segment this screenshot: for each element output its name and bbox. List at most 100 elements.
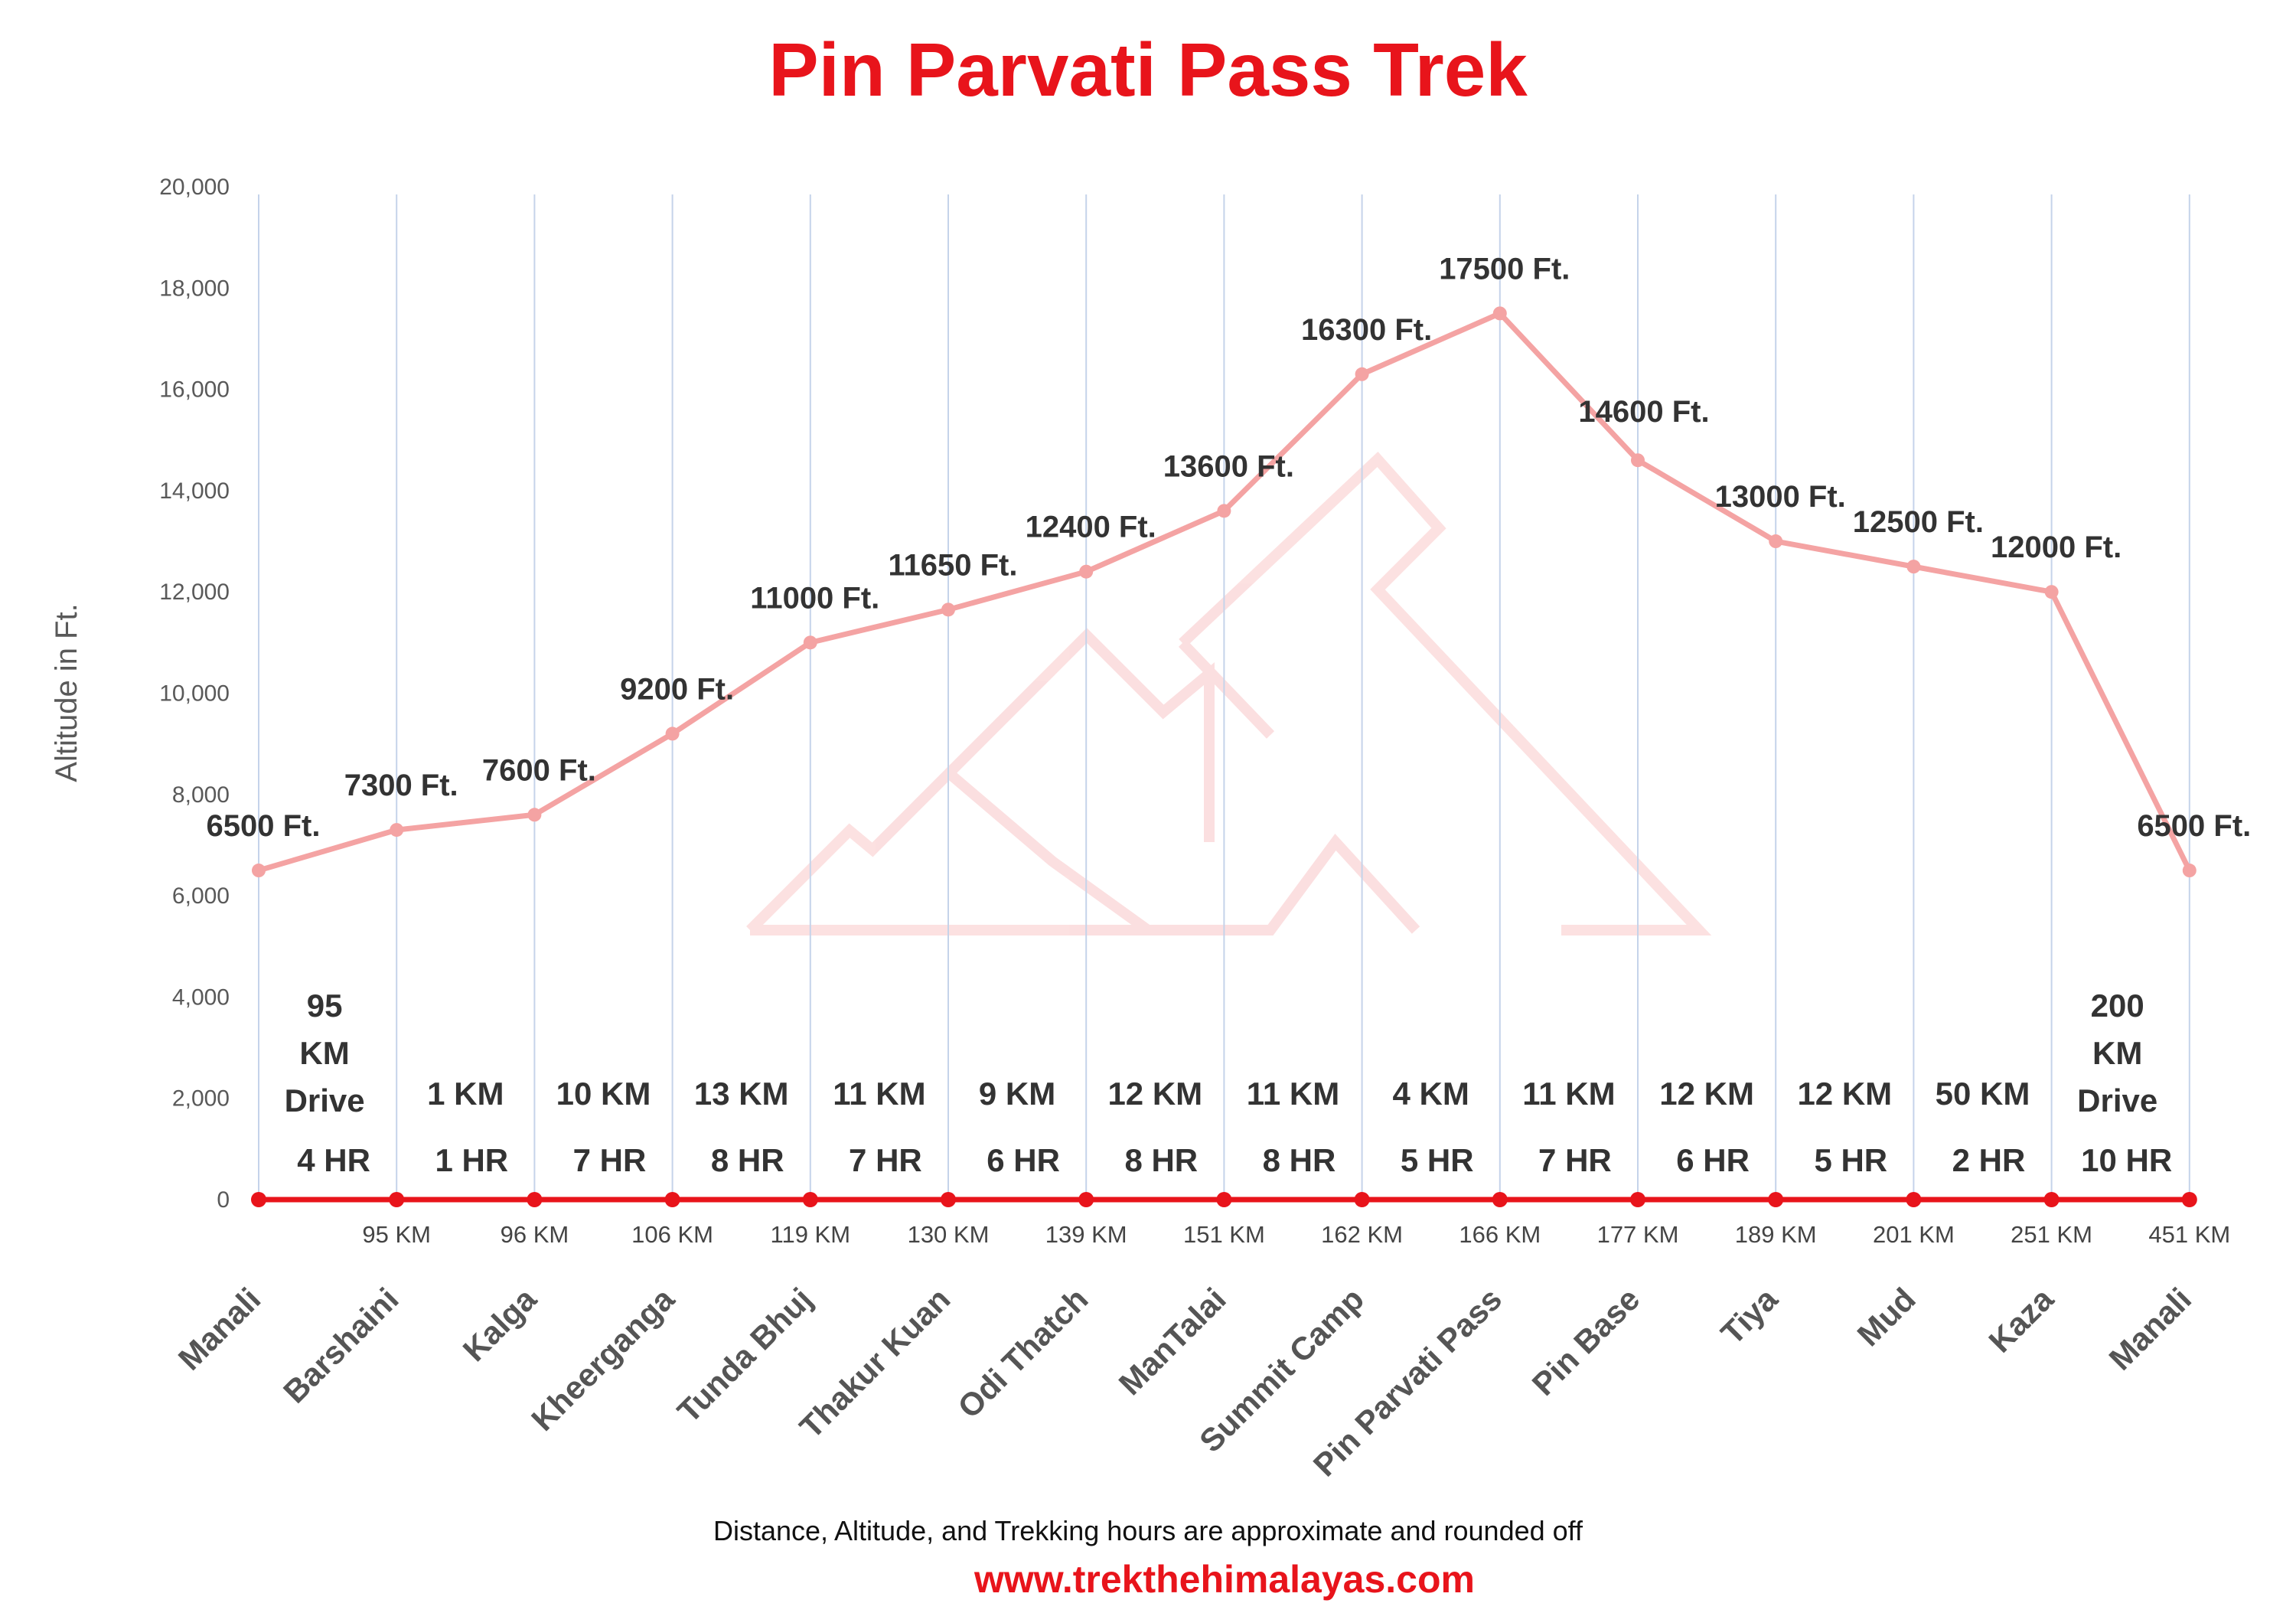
- altitude-point[interactable]: [252, 864, 266, 878]
- segment-hours-label: 5 HR: [1814, 1142, 1887, 1178]
- altitude-point[interactable]: [1217, 504, 1231, 518]
- place-label: Barshaini: [276, 1281, 406, 1410]
- baseline-point: [1768, 1192, 1784, 1207]
- segment-hours-label: 10 HR: [2081, 1142, 2172, 1178]
- place-label: Mud: [1851, 1281, 1923, 1353]
- segment-distance-label: 12 KM: [1797, 1076, 1892, 1112]
- altitude-point[interactable]: [1492, 306, 1507, 321]
- place-label: ManTalai: [1112, 1281, 1233, 1402]
- segment-distance-label: 9 KM: [979, 1076, 1055, 1112]
- altitude-label: 11650 Ft.: [888, 548, 1017, 582]
- segment-distance-label: Drive: [2077, 1082, 2157, 1118]
- segment-distance-label: 12 KM: [1107, 1076, 1202, 1112]
- cumulative-distance-label: 119 KM: [771, 1221, 851, 1248]
- altitude-point[interactable]: [2044, 585, 2059, 599]
- baseline-point: [1492, 1192, 1508, 1207]
- altitude-point[interactable]: [390, 823, 404, 838]
- altitude-label: 9200 Ft.: [620, 672, 734, 706]
- segment-distance-label: 10 KM: [556, 1076, 651, 1112]
- baseline-point: [251, 1192, 266, 1207]
- segment-distance-label: 13 KM: [694, 1076, 789, 1112]
- cumulative-distance-label: 96 KM: [501, 1221, 569, 1248]
- altitude-point[interactable]: [665, 727, 680, 741]
- altitude-point[interactable]: [1079, 564, 1094, 579]
- altitude-label: 14600 Ft.: [1578, 395, 1709, 429]
- cumulative-distance-label: 95 KM: [362, 1221, 431, 1248]
- segment-distance-label: 11 KM: [1522, 1076, 1615, 1112]
- altitude-label: 6500 Ft.: [2137, 809, 2251, 843]
- segment-distance-label: 12 KM: [1659, 1076, 1754, 1112]
- segment-hours-label: 8 HR: [711, 1142, 784, 1178]
- altitude-label: 12400 Ft.: [1026, 511, 1156, 544]
- segment-distance-label: 11 KM: [1247, 1076, 1339, 1112]
- baseline-point: [389, 1192, 405, 1207]
- baseline-point: [527, 1192, 543, 1207]
- altitude-label: 6500 Ft.: [207, 809, 321, 843]
- footer-note: Distance, Altitude, and Trekking hours a…: [713, 1515, 1583, 1546]
- place-label: Tiya: [1714, 1281, 1785, 1352]
- cumulative-distance-label: 166 KM: [1459, 1221, 1541, 1248]
- segment-distance-label: 1 KM: [427, 1076, 504, 1112]
- baseline-point: [2043, 1192, 2060, 1207]
- baseline-point: [2181, 1192, 2197, 1207]
- altitude-point[interactable]: [1355, 367, 1369, 381]
- place-label: Pin Base: [1525, 1281, 1647, 1402]
- y-tick-label: 2,000: [172, 1086, 230, 1112]
- cumulative-distance-label: 151 KM: [1183, 1221, 1265, 1248]
- cumulative-distance-label: 251 KM: [2011, 1221, 2092, 1248]
- cumulative-distance-label: 139 KM: [1045, 1221, 1127, 1248]
- y-tick-label: 12,000: [159, 580, 230, 605]
- baseline-point: [1630, 1192, 1645, 1207]
- place-label: Tunda Bhuj: [670, 1281, 819, 1429]
- altitude-point[interactable]: [941, 602, 955, 617]
- segment-hours-label: 4 HR: [297, 1142, 370, 1178]
- segment-hours-label: 7 HR: [573, 1142, 647, 1178]
- segment-hours-label: 5 HR: [1401, 1142, 1474, 1178]
- altitude-point[interactable]: [1906, 560, 1921, 574]
- segment-hours-label: 7 HR: [1538, 1142, 1612, 1178]
- segment-distance-label: 50 KM: [1936, 1076, 2030, 1112]
- segment-distance-label: 95: [307, 988, 343, 1024]
- y-tick-label: 10,000: [159, 681, 230, 707]
- altitude-label: 7600 Ft.: [482, 753, 596, 787]
- place-label: Kaza: [1981, 1281, 2060, 1360]
- baseline-point: [802, 1192, 818, 1207]
- place-label: Kalga: [456, 1281, 544, 1369]
- altitude-label: 17500 Ft.: [1439, 252, 1570, 286]
- place-label: Manali: [2102, 1281, 2199, 1377]
- chart-title: Pin Parvati Pass Trek: [768, 28, 1528, 112]
- cumulative-distance-label: 162 KM: [1321, 1221, 1403, 1248]
- altitude-label: 13000 Ft.: [1715, 480, 1846, 514]
- segment-hours-label: 6 HR: [987, 1142, 1060, 1178]
- y-tick-label: 14,000: [159, 478, 230, 504]
- y-tick-label: 4,000: [172, 984, 230, 1010]
- y-tick-label: 16,000: [159, 377, 230, 403]
- place-label: Manali: [171, 1281, 268, 1377]
- cumulative-distance-label: 130 KM: [908, 1221, 990, 1248]
- y-axis-label: Altitude in Ft.: [50, 603, 83, 782]
- baseline-point: [1216, 1192, 1232, 1207]
- segment-distance-label: 200: [2091, 988, 2144, 1024]
- altitude-point[interactable]: [2182, 864, 2197, 878]
- segment-distance-label: Drive: [285, 1082, 365, 1118]
- y-tick-label: 0: [217, 1187, 230, 1213]
- baseline-point: [664, 1192, 680, 1207]
- altitude-point[interactable]: [1769, 534, 1783, 549]
- altitude-label: 12500 Ft.: [1853, 505, 1984, 539]
- segment-hours-label: 8 HR: [1124, 1142, 1198, 1178]
- place-label: Odi Thatch: [951, 1281, 1094, 1425]
- baseline-point: [1354, 1192, 1370, 1207]
- segment-distance-label: KM: [2092, 1035, 2142, 1071]
- segment-hours-label: 1 HR: [435, 1142, 508, 1178]
- altitude-label: 13600 Ft.: [1163, 449, 1294, 483]
- y-tick-label: 8,000: [172, 782, 230, 808]
- altitude-point[interactable]: [803, 635, 817, 650]
- altitude-point[interactable]: [1631, 453, 1645, 468]
- segment-distance-label: KM: [299, 1035, 349, 1071]
- segment-distance-label: 4 KM: [1393, 1076, 1469, 1112]
- segment-hours-label: 2 HR: [1952, 1142, 2026, 1178]
- website-link[interactable]: www.trekthehimalayas.com: [974, 1558, 1475, 1601]
- baseline-point: [941, 1192, 956, 1207]
- altitude-point[interactable]: [527, 808, 542, 822]
